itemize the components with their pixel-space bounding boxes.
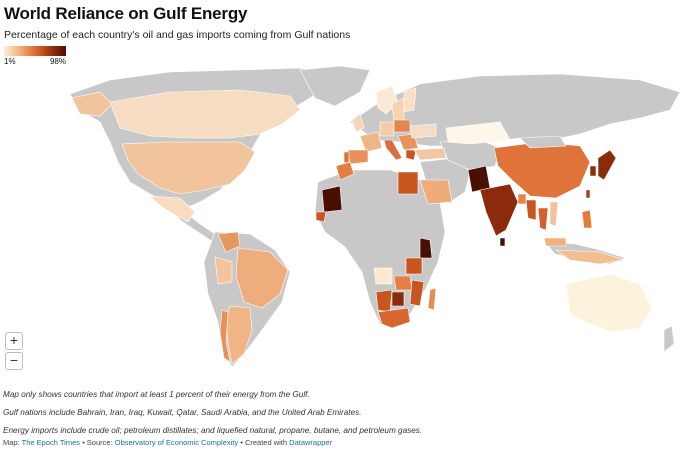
country-usa[interactable] (121, 141, 256, 195)
world-map[interactable] (0, 62, 700, 384)
credit-line: Map: The Epoch Times • Source: Observato… (3, 438, 332, 447)
note-threshold: Map only shows countries that import at … (3, 390, 310, 399)
country-canada[interactable] (109, 89, 301, 139)
region-greenland[interactable] (299, 65, 371, 107)
credit-map-prefix: Map: (3, 438, 20, 447)
country-vietnam[interactable] (549, 201, 559, 227)
color-legend: 1% 98% (4, 46, 66, 66)
credit-map-source-link[interactable]: The Epoch Times (21, 438, 80, 447)
country-italy[interactable] (383, 139, 403, 161)
country-portugal[interactable] (343, 151, 350, 164)
country-peru[interactable] (214, 256, 233, 285)
country-colombia[interactable] (217, 231, 241, 253)
country-malaysia[interactable] (543, 237, 567, 247)
country-japan[interactable] (597, 149, 617, 181)
country-spain[interactable] (347, 149, 369, 165)
country-egypt[interactable] (397, 171, 419, 195)
country-kazakhstan[interactable] (445, 121, 511, 145)
country-angola[interactable] (373, 267, 393, 285)
note-gulf-nations: Gulf nations include Bahrain, Iran, Iraq… (3, 408, 362, 417)
country-madagascar[interactable] (427, 287, 437, 311)
country-sri-lanka[interactable] (499, 237, 506, 247)
country-usa-alaska[interactable] (71, 91, 113, 117)
country-taiwan[interactable] (585, 189, 591, 199)
country-france[interactable] (359, 131, 383, 153)
country-kenya[interactable] (419, 237, 433, 259)
map-subtitle: Percentage of each country's oil and gas… (4, 29, 351, 41)
credit-source-separator: • Source: (82, 438, 113, 447)
country-mexico[interactable] (149, 195, 196, 223)
country-brazil[interactable] (235, 247, 289, 309)
map-notes: Map only shows countries that import at … (3, 390, 693, 444)
legend-min-label: 1% (4, 57, 16, 66)
country-indonesia-colored[interactable] (554, 249, 625, 265)
map-title: World Reliance on Gulf Energy (4, 4, 248, 23)
country-india[interactable] (479, 183, 519, 237)
country-ukraine[interactable] (409, 123, 437, 139)
zoom-in-button[interactable]: + (5, 332, 23, 350)
country-mozambique[interactable] (409, 279, 425, 307)
country-poland[interactable] (393, 119, 411, 133)
country-namibia[interactable] (375, 289, 393, 313)
credit-tool-separator: • Created with (240, 438, 288, 447)
country-mauritania[interactable] (321, 185, 343, 213)
country-bangladesh[interactable] (517, 193, 527, 205)
country-chile[interactable] (219, 309, 231, 363)
country-botswana[interactable] (391, 291, 405, 307)
country-pakistan[interactable] (467, 165, 491, 193)
credit-tool-link[interactable]: Datawrapper (289, 438, 333, 447)
country-myanmar[interactable] (525, 199, 537, 221)
country-finland[interactable] (403, 87, 417, 113)
note-energy-imports: Energy imports include crude oil; petrol… (3, 426, 423, 435)
country-saudi-region[interactable] (419, 179, 453, 205)
country-south-korea[interactable] (589, 165, 597, 177)
zoom-out-button[interactable]: − (5, 352, 23, 370)
country-senegal[interactable] (315, 211, 327, 223)
country-uk[interactable] (351, 113, 365, 133)
country-germany[interactable] (379, 121, 395, 137)
country-mongolia[interactable] (519, 135, 567, 149)
legend-max-label: 98% (49, 57, 66, 66)
credit-data-source-link[interactable]: Observatory of Economic Complexity (114, 438, 239, 447)
country-zambia[interactable] (393, 275, 413, 291)
country-thailand[interactable] (537, 207, 549, 231)
country-tanzania[interactable] (405, 257, 423, 275)
country-philippines[interactable] (581, 209, 593, 229)
country-south-africa[interactable] (377, 307, 411, 329)
country-turkey[interactable] (413, 147, 447, 161)
country-greece[interactable] (405, 149, 417, 161)
legend-gradient-bar (4, 46, 66, 56)
country-new-zealand[interactable] (663, 325, 675, 353)
country-australia[interactable] (565, 273, 653, 333)
country-morocco[interactable] (335, 161, 355, 181)
